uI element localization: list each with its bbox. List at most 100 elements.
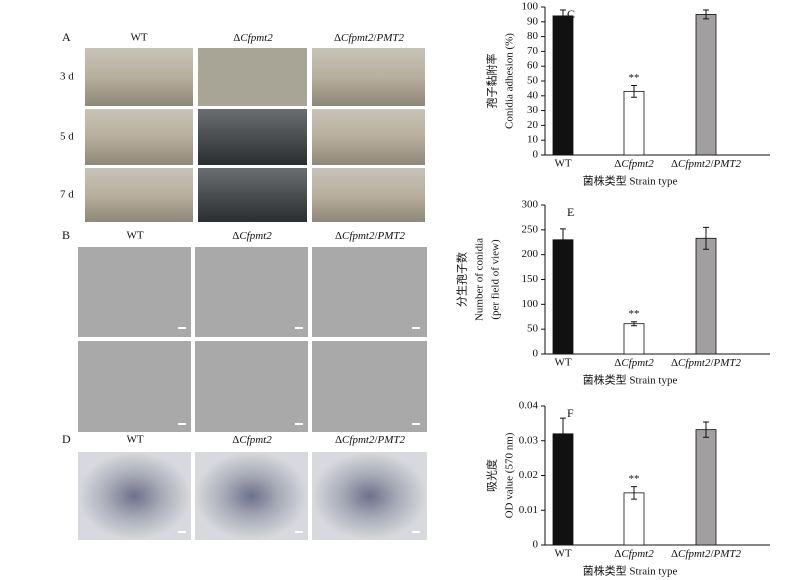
photo xyxy=(312,48,425,106)
panel-label: E xyxy=(567,205,574,219)
column-label: ΔCfpmt2/PMT2 xyxy=(335,434,406,446)
photo xyxy=(85,48,193,106)
y-tick-label: 40 xyxy=(527,89,539,101)
row-label: 7 d xyxy=(60,189,74,201)
photo xyxy=(85,168,193,222)
y-axis-label: 吸光度 xyxy=(485,459,499,492)
x-tick-label: ΔCfpmt2/PMT2 xyxy=(671,357,742,369)
x-axis-label: 菌株类型 Strain type xyxy=(583,564,678,578)
y-tick-label: 50 xyxy=(527,75,539,87)
row-label: 5 d xyxy=(60,131,74,143)
error-bar xyxy=(703,9,709,20)
micrograph xyxy=(312,247,427,337)
y-tick-label: 90 xyxy=(527,15,539,27)
y-tick-label: 100 xyxy=(522,298,539,310)
x-tick-label: WT xyxy=(554,357,571,369)
error-bar xyxy=(560,417,566,450)
y-tick-label: 10 xyxy=(527,134,539,146)
micrograph xyxy=(78,452,191,540)
y-tick-label: 300 xyxy=(522,199,539,211)
error-bar xyxy=(560,9,566,23)
error-bar xyxy=(631,84,637,98)
x-tick-label: ΔCfpmt2 xyxy=(614,548,654,560)
micrograph xyxy=(195,247,308,337)
photo xyxy=(312,109,425,165)
significance-label: ** xyxy=(629,72,640,84)
panel-label: F xyxy=(567,406,574,420)
y-tick-label: 0.04 xyxy=(519,400,539,412)
y-tick-label: 0 xyxy=(533,149,539,161)
y-axis-label: Number of conidia xyxy=(474,238,486,321)
column-label: ΔCfpmt2/PMT2 xyxy=(334,32,405,44)
y-tick-label: 0 xyxy=(533,539,539,551)
panel-label: A xyxy=(62,30,71,44)
photo xyxy=(312,168,425,222)
micrograph xyxy=(195,341,308,432)
micrograph xyxy=(78,247,191,337)
error-bar xyxy=(631,321,637,327)
y-tick-label: 0.01 xyxy=(519,504,538,516)
micrograph xyxy=(195,452,308,540)
significance-label: ** xyxy=(629,308,640,320)
micrograph xyxy=(78,341,191,432)
bar xyxy=(623,90,645,156)
bar xyxy=(623,492,645,546)
error-bar xyxy=(560,228,566,252)
y-tick-label: 60 xyxy=(527,60,539,72)
bar xyxy=(552,15,574,156)
y-tick-label: 200 xyxy=(522,248,539,260)
y-tick-label: 80 xyxy=(527,30,539,42)
bar xyxy=(695,13,717,156)
y-tick-label: 100 xyxy=(522,1,539,13)
column-label: ΔCfpmt2 xyxy=(232,434,272,446)
column-label: WT xyxy=(126,434,143,446)
scale-bars xyxy=(178,327,420,533)
column-label: ΔCfpmt2 xyxy=(232,230,272,242)
error-bar xyxy=(631,486,637,500)
y-tick-label: 20 xyxy=(527,119,539,131)
x-axis-label: 菌株类型 Strain type xyxy=(583,373,678,387)
significance-label: ** xyxy=(629,473,640,485)
y-tick-label: 0 xyxy=(533,348,539,360)
error-bar xyxy=(703,421,709,438)
photo xyxy=(198,168,307,222)
column-label: ΔCfpmt2/PMT2 xyxy=(335,230,406,242)
panel-label: D xyxy=(62,432,71,446)
column-label: WT xyxy=(126,230,143,242)
y-tick-label: 0.02 xyxy=(519,469,538,481)
photo xyxy=(198,109,307,165)
y-tick-label: 150 xyxy=(522,273,539,285)
photo xyxy=(85,109,193,165)
row-label: 3 d xyxy=(60,71,74,83)
bar xyxy=(552,433,574,546)
panel-label: C xyxy=(567,7,575,21)
x-tick-label: ΔCfpmt2 xyxy=(614,357,654,369)
bar xyxy=(695,429,717,546)
bar xyxy=(695,237,717,355)
micrograph xyxy=(312,452,427,540)
x-tick-label: ΔCfpmt2/PMT2 xyxy=(671,548,742,560)
x-axis-label: 菌株类型 Strain type xyxy=(583,174,678,188)
x-tick-label: ΔCfpmt2/PMT2 xyxy=(671,158,742,170)
bar xyxy=(552,239,574,355)
y-tick-label: 30 xyxy=(527,104,539,116)
y-axis-label: 分生孢子数 xyxy=(455,252,469,307)
x-tick-label: WT xyxy=(554,158,571,170)
photo-layer xyxy=(78,48,427,540)
photo xyxy=(198,48,307,106)
y-axis-label: Conidia adhesion (%) xyxy=(504,33,516,129)
error-bar xyxy=(703,226,709,250)
x-tick-label: ΔCfpmt2 xyxy=(614,158,654,170)
y-axis-label: (per field of view) xyxy=(490,239,502,320)
y-axis-label: OD value (570 nm) xyxy=(504,432,516,518)
y-tick-label: 0.03 xyxy=(519,434,539,446)
panel-label: B xyxy=(62,228,70,242)
y-axis-label: 孢子黏附率 xyxy=(485,54,499,109)
bar xyxy=(623,323,645,355)
y-tick-label: 50 xyxy=(527,323,539,335)
column-label: ΔCfpmt2 xyxy=(233,32,273,44)
column-label: WT xyxy=(130,32,147,44)
y-tick-label: 250 xyxy=(522,223,539,235)
y-tick-label: 70 xyxy=(527,45,539,57)
